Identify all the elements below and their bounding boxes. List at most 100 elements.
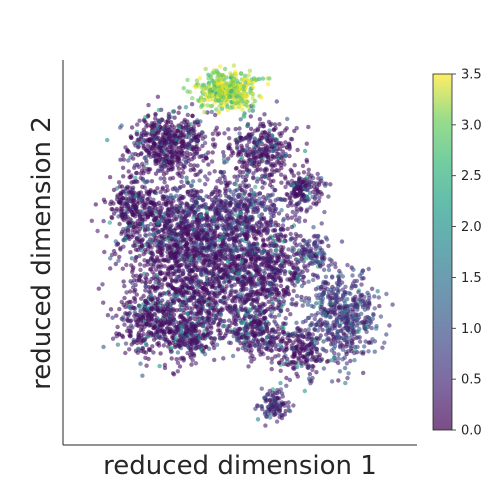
scatter-point xyxy=(137,253,142,259)
scatter-point xyxy=(165,188,170,193)
scatter-point xyxy=(213,255,219,260)
scatter-point xyxy=(155,94,161,100)
scatter-point xyxy=(251,266,256,271)
scatter-point xyxy=(132,140,137,146)
scatter-point xyxy=(173,187,179,192)
scatter-point xyxy=(222,256,227,261)
scatter-point xyxy=(229,210,234,215)
scatter-point xyxy=(294,201,299,207)
scatter-point xyxy=(129,256,135,261)
scatter-point xyxy=(113,239,119,244)
scatter-point xyxy=(257,159,262,165)
scatter-point xyxy=(193,289,198,295)
scatter-point xyxy=(122,322,127,327)
scatter-point xyxy=(177,105,182,110)
scatter-point xyxy=(141,178,146,183)
scatter-point xyxy=(170,128,175,133)
scatter-point xyxy=(319,284,324,290)
scatter-point xyxy=(141,171,146,176)
scatter-point xyxy=(220,226,226,231)
scatter-point xyxy=(306,124,311,130)
scatter-point xyxy=(207,277,213,282)
scatter-point xyxy=(223,186,228,192)
scatter-point xyxy=(123,236,129,241)
scatter-point xyxy=(259,262,264,267)
scatter-point xyxy=(229,88,234,94)
scatter-point xyxy=(191,295,197,300)
scatter-point xyxy=(247,192,252,198)
scatter-point xyxy=(119,123,124,128)
scatter-point xyxy=(322,319,328,325)
scatter-point xyxy=(166,150,171,155)
scatter-point xyxy=(268,248,273,253)
scatter-point xyxy=(222,250,228,255)
scatter-point xyxy=(293,236,298,242)
scatter-point xyxy=(199,272,205,278)
scatter-point xyxy=(216,263,221,269)
scatter-point xyxy=(267,182,273,188)
scatter-point xyxy=(375,289,380,294)
scatter-point xyxy=(153,116,158,121)
scatter-point xyxy=(226,259,231,264)
scatter-point xyxy=(145,123,151,128)
scatter-point xyxy=(234,145,240,150)
scatter-point xyxy=(309,173,314,178)
scatter-point xyxy=(374,326,379,331)
scatter-point xyxy=(284,191,289,197)
scatter-point xyxy=(221,280,227,285)
scatter-point xyxy=(138,327,144,332)
scatter-point xyxy=(193,240,199,246)
scatter-point xyxy=(192,163,197,168)
scatter-point xyxy=(199,189,204,194)
scatter-point xyxy=(137,221,143,227)
scatter-point xyxy=(319,221,324,226)
scatter-point xyxy=(240,77,246,82)
scatter-point xyxy=(124,210,130,215)
scatter-point xyxy=(109,252,115,258)
scatter-point xyxy=(343,316,348,321)
scatter-point xyxy=(250,217,255,222)
scatter-point xyxy=(178,230,183,236)
scatter-point xyxy=(108,266,113,271)
scatter-point xyxy=(251,297,257,303)
scatter-point xyxy=(163,153,168,159)
scatter-point xyxy=(366,298,371,303)
scatter-point xyxy=(289,199,294,204)
scatter-point xyxy=(217,89,223,95)
scatter-point xyxy=(238,210,244,216)
scatter-point xyxy=(242,232,247,237)
scatter-point xyxy=(241,222,247,227)
scatter-point xyxy=(129,125,135,130)
scatter-point xyxy=(210,78,215,83)
scatter-point xyxy=(123,196,129,201)
scatter-point xyxy=(152,217,158,222)
scatter-point xyxy=(159,163,165,168)
scatter-point xyxy=(321,366,327,371)
scatter-point xyxy=(201,158,206,163)
scatter-point xyxy=(153,276,158,282)
scatter-point xyxy=(222,131,227,136)
scatter-point xyxy=(198,213,203,218)
scatter-point xyxy=(206,291,211,296)
scatter-point xyxy=(283,197,288,203)
scatter-point xyxy=(199,241,205,247)
scatter-point xyxy=(289,301,294,306)
scatter-point xyxy=(202,140,208,146)
scatter-point xyxy=(201,252,206,258)
scatter-point xyxy=(179,215,184,221)
scatter-point xyxy=(343,380,348,386)
scatter-point xyxy=(147,206,152,211)
scatter-point xyxy=(216,283,222,289)
scatter-point xyxy=(266,275,272,280)
scatter-point xyxy=(221,95,226,100)
scatter-point xyxy=(251,192,256,197)
scatter-point xyxy=(181,183,186,189)
scatter-point xyxy=(250,108,255,113)
scatter-point xyxy=(207,217,213,222)
scatter-point xyxy=(236,262,242,267)
scatter-point xyxy=(178,246,184,251)
scatter-point xyxy=(279,180,284,185)
scatter-point xyxy=(161,201,167,206)
scatter-point xyxy=(209,284,214,290)
scatter-point xyxy=(168,235,173,240)
